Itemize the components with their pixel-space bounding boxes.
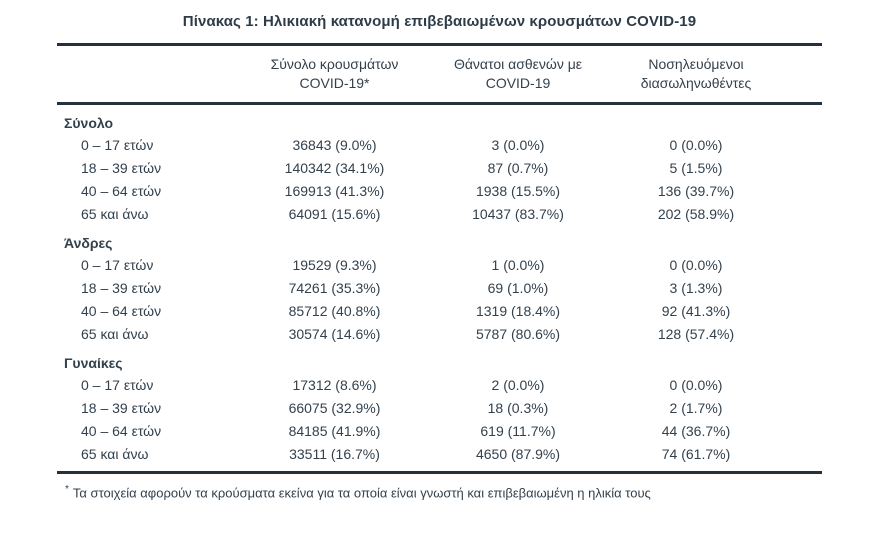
header-total-cases: Σύνολο κρουσμάτων COVID-19* xyxy=(237,44,432,105)
age-group-label: 18 – 39 ετών xyxy=(81,400,162,416)
header-empty-cell xyxy=(57,44,237,105)
table-row: 18 – 39 ετών 74261 (35.3%) 69 (1.0%) 3 (1.3… xyxy=(57,277,822,300)
cases-value: 169913 (41.3%) xyxy=(284,183,385,199)
age-group-label: 0 – 17 ετών xyxy=(81,377,154,393)
deaths-value: 2 (0.0%) xyxy=(491,377,545,393)
empty-cell xyxy=(604,104,822,135)
cases-value: 17312 (8.6%) xyxy=(292,377,377,393)
deaths-value: 1 (0.0%) xyxy=(491,257,545,273)
empty-cell xyxy=(432,226,604,254)
empty-cell xyxy=(604,226,822,254)
header-deaths-line1: Θάνατοι ασθενών με xyxy=(453,56,583,72)
age-group-label: 65 και άνω xyxy=(81,446,149,462)
cases-value: 66075 (32.9%) xyxy=(288,400,381,416)
cases-value: 33511 (16.7%) xyxy=(289,446,380,462)
footnote-marker: * xyxy=(65,484,69,495)
age-group-label: 40 – 64 ετών xyxy=(81,303,162,319)
cases-value: 85712 (40.8%) xyxy=(288,303,381,319)
intubated-value: 0 (0.0%) xyxy=(669,257,723,273)
table-title: Πίνακας 1: Ηλικιακή κατανομή επιβεβαιωμέ… xyxy=(182,13,697,30)
cases-value: 19529 (9.3%) xyxy=(292,257,377,273)
empty-cell xyxy=(237,226,432,254)
report-page: Πίνακας 1: Ηλικιακή κατανομή επιβεβαιωμέ… xyxy=(57,13,830,502)
deaths-value: 87 (0.7%) xyxy=(487,160,549,176)
header-intubated: Νοσηλευόμενοι διασωληνωθέντες xyxy=(604,44,822,105)
deaths-value: 1938 (15.5%) xyxy=(475,183,561,199)
deaths-value: 619 (11.7%) xyxy=(480,423,556,439)
intubated-value: 0 (0.0%) xyxy=(669,137,723,153)
age-group-label: 40 – 64 ετών xyxy=(81,423,162,439)
header-total-cases-line1: Σύνολο κρουσμάτων xyxy=(270,56,399,72)
table-header: Σύνολο κρουσμάτων COVID-19* Θάνατοι ασθε… xyxy=(57,44,822,105)
age-group-label: 18 – 39 ετών xyxy=(81,160,162,176)
table-row: 40 – 64 ετών 85712 (40.8%) 1319 (18.4%) 92 … xyxy=(57,300,822,323)
deaths-value: 18 (0.3%) xyxy=(487,400,549,416)
age-group-label: 65 και άνω xyxy=(81,326,149,342)
age-group-label: 40 – 64 ετών xyxy=(81,183,162,199)
deaths-value: 3 (0.0%) xyxy=(491,137,545,153)
cases-value: 64091 (15.6%) xyxy=(288,206,381,222)
section-label: Σύνολο xyxy=(64,115,114,131)
table-row: 18 – 39 ετών 66075 (32.9%) 18 (0.3%) 2 (1.7… xyxy=(57,397,822,420)
table-row: 0 – 17 ετών 17312 (8.6%) 2 (0.0%) 0 (0.0%) xyxy=(57,374,822,397)
deaths-value: 5787 (80.6%) xyxy=(475,326,561,342)
intubated-value: 92 (41.3%) xyxy=(661,303,731,319)
table-row: 40 – 64 ετών 169913 (41.3%) 1938 (15.5%) 13… xyxy=(57,180,822,203)
cases-value: 74261 (35.3%) xyxy=(288,280,381,296)
intubated-value: 0 (0.0%) xyxy=(669,377,723,393)
table-row: 65 και άνω 33511 (16.7%) 4650 (87.9%) 74 (6… xyxy=(57,443,822,473)
age-group-label: 18 – 39 ετών xyxy=(81,280,162,296)
intubated-value: 3 (1.3%) xyxy=(669,280,723,296)
footnote-text: Τα στοιχεία αφορούν τα κρούσματα εκείνα … xyxy=(72,485,651,501)
empty-cell xyxy=(432,346,604,374)
deaths-value: 4650 (87.9%) xyxy=(475,446,561,462)
section-label: Άνδρες xyxy=(64,235,113,251)
section-header-row: Άνδρες xyxy=(57,226,822,254)
intubated-value: 202 (58.9%) xyxy=(657,206,735,222)
deaths-value: 1319 (18.4%) xyxy=(475,303,561,319)
table-row: 65 και άνω 64091 (15.6%) 10437 (83.7%) 202 … xyxy=(57,203,822,226)
header-deaths-line2: COVID-19 xyxy=(485,75,551,91)
cases-value: 84185 (41.9%) xyxy=(288,423,381,439)
empty-cell xyxy=(604,346,822,374)
intubated-value: 136 (39.7%) xyxy=(657,183,735,199)
header-row: Σύνολο κρουσμάτων COVID-19* Θάνατοι ασθε… xyxy=(57,44,822,105)
intubated-value: 74 (61.7%) xyxy=(661,446,731,462)
table-body: Σύνολο 0 – 17 ετών 36843 (9.0%) 3 (0.0%) 0 (… xyxy=(57,104,822,473)
cases-value: 140342 (34.1%) xyxy=(284,160,385,176)
table-row: 40 – 64 ετών 84185 (41.9%) 619 (11.7%) 44 (… xyxy=(57,420,822,443)
section-header-row: Γυναίκες xyxy=(57,346,822,374)
age-group-label: 0 – 17 ετών xyxy=(81,137,154,153)
age-group-label: 65 και άνω xyxy=(81,206,149,222)
intubated-value: 44 (36.7%) xyxy=(661,423,731,439)
section-label: Γυναίκες xyxy=(64,355,123,371)
deaths-value: 10437 (83.7%) xyxy=(472,206,564,222)
header-total-cases-line2: COVID-19* xyxy=(299,75,370,91)
empty-cell xyxy=(237,104,432,135)
intubated-value: 2 (1.7%) xyxy=(669,400,723,416)
intubated-value: 128 (57.4%) xyxy=(657,326,735,342)
footnote: * Τα στοιχεία αφορούν τα κρούσματα εκείνα… xyxy=(57,474,830,502)
empty-cell xyxy=(432,104,604,135)
section-header-row: Σύνολο xyxy=(57,104,822,135)
table-row: 18 – 39 ετών 140342 (34.1%) 87 (0.7%) 5 (1.… xyxy=(57,157,822,180)
cases-value: 30574 (14.6%) xyxy=(288,326,381,342)
table-row: 0 – 17 ετών 19529 (9.3%) 1 (0.0%) 0 (0.0%) xyxy=(57,254,822,277)
table-row: 65 και άνω 30574 (14.6%) 5787 (80.6%) 128 (… xyxy=(57,323,822,346)
header-intubated-line1: Νοσηλευόμενοι xyxy=(648,56,744,72)
deaths-value: 69 (1.0%) xyxy=(487,280,549,296)
empty-cell xyxy=(237,346,432,374)
age-group-label: 0 – 17 ετών xyxy=(81,257,154,273)
header-deaths: Θάνατοι ασθενών με COVID-19 xyxy=(432,44,604,105)
covid-age-distribution-table: Σύνολο κρουσμάτων COVID-19* Θάνατοι ασθε… xyxy=(57,43,822,474)
cases-value: 36843 (9.0%) xyxy=(292,137,377,153)
table-row: 0 – 17 ετών 36843 (9.0%) 3 (0.0%) 0 (0.0%) xyxy=(57,134,822,157)
header-intubated-line2: διασωληνωθέντες xyxy=(640,75,752,91)
intubated-value: 5 (1.5%) xyxy=(669,160,723,176)
